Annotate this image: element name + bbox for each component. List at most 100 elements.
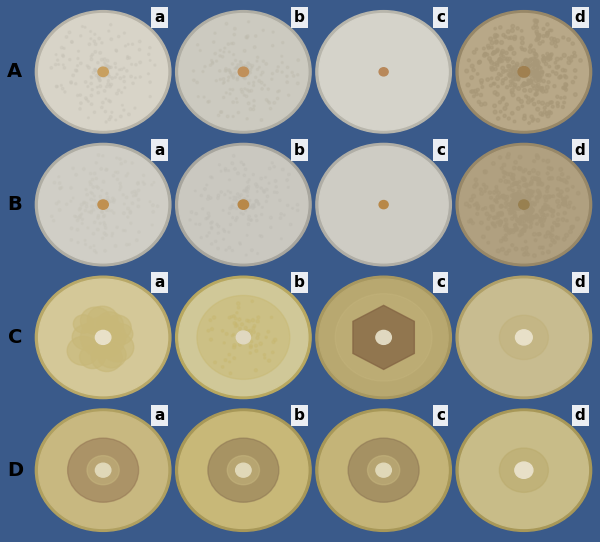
- Point: [553, 36, 562, 45]
- Point: [256, 70, 266, 79]
- Point: [239, 68, 248, 77]
- Point: [224, 40, 233, 48]
- Point: [91, 66, 101, 75]
- Point: [204, 192, 214, 201]
- Point: [55, 179, 64, 188]
- Point: [543, 157, 553, 165]
- Point: [111, 242, 121, 250]
- Point: [221, 166, 230, 175]
- Point: [496, 202, 506, 211]
- Point: [560, 66, 570, 75]
- Point: [100, 201, 109, 210]
- Point: [214, 222, 223, 231]
- Point: [239, 196, 248, 205]
- Point: [496, 237, 506, 246]
- Point: [531, 90, 541, 99]
- Point: [518, 196, 527, 204]
- Point: [220, 78, 229, 87]
- Point: [226, 69, 235, 78]
- Point: [500, 169, 510, 177]
- Point: [512, 201, 521, 209]
- Point: [532, 76, 541, 85]
- Point: [487, 202, 496, 211]
- Point: [517, 34, 527, 43]
- Point: [89, 68, 98, 77]
- Point: [494, 210, 504, 218]
- Point: [533, 61, 543, 70]
- Point: [524, 76, 533, 85]
- Point: [210, 358, 220, 367]
- Point: [509, 74, 518, 82]
- Point: [542, 20, 552, 29]
- Point: [51, 50, 61, 59]
- Point: [522, 183, 532, 191]
- Point: [470, 201, 479, 209]
- Point: [263, 97, 273, 106]
- Point: [498, 47, 508, 56]
- Point: [567, 53, 577, 61]
- Point: [239, 199, 249, 208]
- Circle shape: [179, 279, 308, 396]
- Point: [83, 62, 92, 70]
- Point: [471, 176, 481, 184]
- Point: [102, 165, 112, 173]
- Point: [558, 66, 568, 74]
- Point: [532, 89, 541, 98]
- Point: [553, 185, 563, 193]
- Point: [527, 212, 536, 221]
- Point: [233, 335, 243, 344]
- Point: [247, 216, 256, 224]
- Point: [559, 33, 568, 42]
- Circle shape: [460, 279, 589, 396]
- Point: [530, 200, 539, 209]
- Point: [112, 89, 122, 98]
- Point: [122, 67, 131, 75]
- Point: [490, 222, 500, 231]
- Point: [496, 218, 505, 227]
- Point: [244, 203, 254, 211]
- Point: [262, 185, 272, 194]
- Point: [134, 228, 144, 236]
- Point: [496, 217, 505, 226]
- Point: [505, 44, 515, 53]
- Point: [56, 184, 65, 192]
- Point: [101, 166, 111, 175]
- Point: [512, 60, 522, 68]
- Point: [522, 208, 532, 217]
- Point: [535, 217, 545, 226]
- Point: [112, 223, 122, 231]
- Point: [116, 183, 125, 191]
- Point: [513, 68, 523, 76]
- Point: [538, 210, 547, 219]
- Point: [489, 214, 499, 222]
- Point: [517, 97, 526, 106]
- Point: [550, 238, 559, 247]
- Point: [537, 68, 547, 76]
- Point: [548, 211, 557, 220]
- Circle shape: [319, 279, 448, 396]
- Point: [224, 66, 234, 74]
- Point: [195, 220, 205, 229]
- Point: [100, 200, 110, 209]
- Point: [227, 331, 237, 340]
- Point: [268, 348, 278, 357]
- Point: [520, 81, 529, 89]
- Point: [86, 55, 96, 64]
- Point: [73, 225, 82, 234]
- Point: [233, 108, 243, 117]
- Point: [56, 81, 66, 90]
- Point: [508, 197, 518, 205]
- Point: [121, 157, 130, 166]
- Point: [208, 58, 218, 67]
- Point: [512, 66, 522, 75]
- Circle shape: [460, 146, 589, 263]
- Point: [120, 83, 130, 92]
- Point: [244, 212, 254, 221]
- Point: [264, 179, 274, 188]
- Point: [242, 92, 251, 101]
- Point: [534, 31, 544, 40]
- Point: [239, 67, 248, 76]
- Point: [515, 165, 525, 173]
- Point: [249, 328, 259, 337]
- Point: [529, 81, 538, 90]
